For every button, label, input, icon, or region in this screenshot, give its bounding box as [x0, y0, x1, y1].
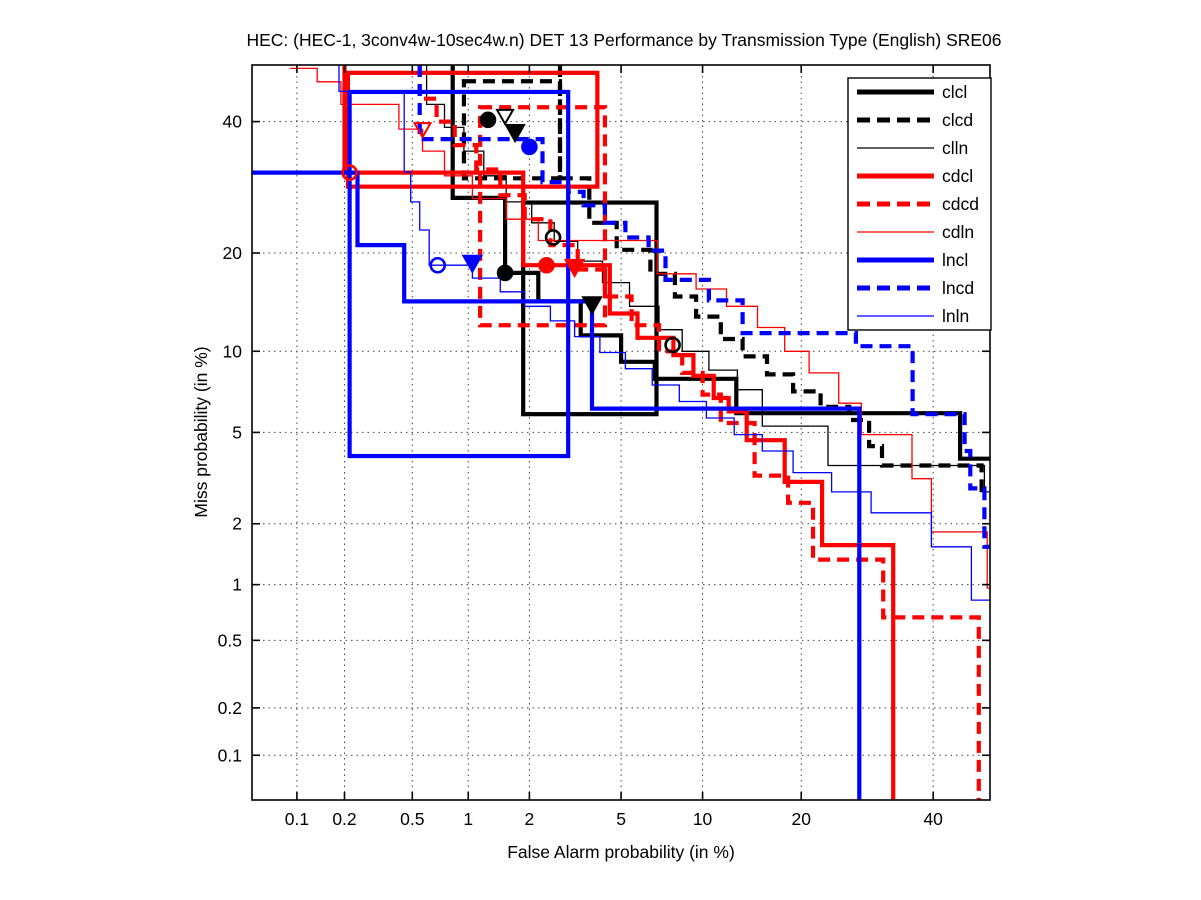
det-curve-lncl — [252, 170, 862, 800]
legend-label-cdcd: cdcd — [942, 194, 979, 214]
y-tick-label: 0.2 — [218, 698, 242, 718]
y-tick-label: 0.1 — [218, 745, 242, 765]
y-tick-label: 10 — [223, 341, 243, 361]
x-tick-label: 20 — [792, 809, 812, 829]
actual-dcf-triangle — [581, 296, 603, 316]
actual-dcf-triangle — [504, 124, 526, 144]
axis-tick-labels: 0.1 0.1 0.2 0.2 0.5 0.5 1 1 2 2 5 5 10 10 20 20 40 40 — [218, 112, 944, 829]
legend-label-cdln: cdln — [942, 222, 974, 242]
det-curve-cdcd — [417, 65, 981, 800]
confidence-box-cdcd — [478, 105, 608, 328]
legend-label-lncd: lncd — [942, 278, 974, 298]
det-curve-lnln — [338, 65, 990, 601]
det-curves — [252, 65, 990, 800]
y-tick-label: 0.5 — [218, 630, 242, 650]
legend-item-clcd: clcd — [857, 110, 973, 130]
legend-item-cdcl: cdcl — [857, 166, 973, 186]
actual-dcf-circle — [521, 138, 538, 156]
legend: clcl clcd clln cdcl cdcd cdln lncl lncd lnln — [847, 77, 992, 331]
actual-dcf-circle — [479, 111, 497, 129]
legend-item-clln: clln — [857, 138, 968, 158]
y-tick-label: 1 — [232, 575, 242, 595]
x-tick-label: 0.2 — [332, 809, 356, 829]
legend-label-lncl: lncl — [942, 250, 968, 270]
x-tick-label: 10 — [693, 809, 713, 829]
x-tick-label: 40 — [923, 809, 943, 829]
legend-item-lnln: lnln — [857, 306, 969, 326]
chart-title: HEC: (HEC-1, 3conv4w-10sec4w.n) DET 13 P… — [246, 30, 1001, 50]
min-dcf-circle — [341, 164, 358, 181]
det-curve-clcl — [450, 65, 990, 461]
actual-dcf-circle — [538, 256, 555, 274]
y-axis-label: Miss probability (in %) — [191, 346, 211, 517]
y-tick-label: 5 — [232, 422, 242, 442]
legend-label-clln: clln — [942, 138, 968, 158]
det-curve-clcd — [557, 65, 990, 493]
legend-item-lncd: lncd — [857, 278, 974, 298]
y-tick-label: 20 — [223, 243, 243, 263]
dcf-markers — [341, 108, 681, 354]
legend-label-clcl: clcl — [942, 82, 967, 102]
legend-item-cdcd: cdcd — [857, 194, 979, 214]
y-tick-label: 2 — [232, 514, 242, 534]
min-dcf-circle — [664, 336, 681, 354]
min-dcf-triangle — [412, 122, 433, 140]
actual-dcf-triangle — [461, 254, 484, 274]
legend-item-cdln: cdln — [857, 222, 974, 242]
legend-label-lnln: lnln — [942, 306, 969, 326]
x-tick-label: 1 — [463, 809, 473, 829]
min-dcf-circle — [429, 256, 447, 274]
legend-label-cdcl: cdcl — [942, 166, 973, 186]
legend-label-clcd: clcd — [942, 110, 973, 130]
confidence-box-clcl — [521, 200, 659, 417]
legend-item-clcl: clcl — [857, 82, 967, 102]
x-tick-label: 5 — [616, 809, 626, 829]
actual-dcf-triangle — [563, 258, 586, 278]
legend-item-lncl: lncl — [857, 250, 968, 270]
min-dcf-triangle — [495, 108, 515, 126]
x-tick-label: 2 — [525, 809, 535, 829]
confidence-box-lncl — [347, 89, 571, 459]
det-curve-lncd — [417, 65, 990, 549]
det-curve-cdln — [289, 67, 990, 589]
x-tick-label: 0.5 — [400, 809, 424, 829]
actual-dcf-circle — [496, 264, 514, 282]
x-axis-label: False Alarm probability (in %) — [507, 842, 735, 862]
x-tick-label: 0.1 — [285, 809, 309, 829]
y-tick-label: 40 — [223, 112, 243, 132]
min-dcf-circle — [544, 229, 562, 246]
